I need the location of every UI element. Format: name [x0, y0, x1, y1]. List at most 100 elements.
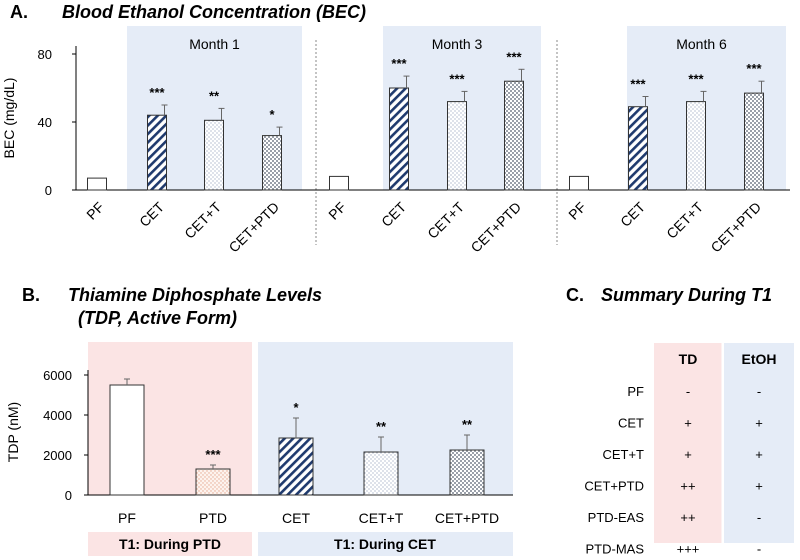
y-tick-label: 2000	[43, 448, 72, 463]
bar-month-6-cet-plus-ptd	[744, 92, 764, 191]
bar-cet-plus-t	[363, 451, 399, 496]
bar-month-6-cet	[628, 106, 648, 191]
y-tick-label: 6000	[43, 368, 72, 383]
etoh-value: -	[757, 510, 761, 525]
table-row-ptd-mas: PTD-MAS +++ -	[586, 542, 762, 557]
bar-month-6-pf	[569, 175, 589, 191]
column-header-td: TD	[679, 351, 698, 367]
bar-month-1-cet-plus-t	[204, 119, 224, 191]
y-tick-label: 80	[38, 47, 52, 62]
td-value: +	[684, 416, 692, 431]
x-tick-label-pf: PF	[83, 199, 107, 223]
x-tick-label-cet: CET	[378, 198, 409, 229]
bar-month-3-cet-plus-t	[447, 101, 467, 191]
y-tick-label: 4000	[43, 408, 72, 423]
x-tick-label-pf: PF	[118, 510, 136, 526]
etoh-column-band	[724, 343, 794, 543]
summary-table: TD EtOH PF - -CET + +CET+T + +CET+PTD ++ +PTD-EA…	[584, 343, 794, 557]
significance-label: *	[293, 400, 299, 415]
x-tick-label-cet-plus-ptd: CET+PTD	[225, 199, 282, 256]
td-value: -	[686, 384, 690, 399]
significance-label: **	[376, 419, 387, 434]
x-tick-label-ptd: PTD	[199, 510, 227, 526]
significance-label: *	[269, 107, 275, 122]
bar-month-6-cet-plus-t	[686, 101, 706, 191]
group-label-month-6: Month 6	[676, 36, 727, 52]
table-row-pf: PF - -	[627, 384, 761, 399]
x-tick-label-cet: CET	[617, 198, 648, 229]
table-row-ptd-eas: PTD-EAS ++ -	[588, 510, 762, 525]
footer-during-ptd: T1: During PTD	[119, 536, 221, 552]
x-tick-label-pf: PF	[325, 199, 349, 223]
bar-month-1-pf	[87, 177, 107, 191]
bar-ptd	[195, 468, 231, 496]
x-tick-label-cet: CET	[136, 198, 167, 229]
etoh-value: -	[757, 542, 761, 557]
significance-label: ***	[746, 61, 762, 76]
td-value: ++	[680, 510, 695, 525]
bar-pf	[109, 384, 145, 496]
significance-label: ***	[391, 56, 407, 71]
table-rows: PF - -CET + +CET+T + +CET+PTD ++ +PTD-EAS ++ -PTD-…	[584, 384, 762, 557]
significance-label: **	[462, 417, 473, 432]
row-label: PTD-EAS	[588, 510, 645, 525]
significance-label: ***	[149, 85, 165, 100]
column-header-etoh: EtOH	[742, 351, 777, 367]
table-row-cet-plus-t: CET+T + +	[602, 447, 762, 462]
row-label: CET+PTD	[584, 479, 644, 494]
x-tick-label-cet-plus-t: CET+T	[359, 510, 404, 526]
significance-label: ***	[449, 71, 465, 86]
row-label: CET	[618, 416, 644, 431]
bar-month-3-cet	[389, 87, 409, 191]
significance-label: ***	[506, 49, 522, 64]
x-tick-label-cet-plus-ptd: CET+PTD	[467, 199, 524, 256]
x-tick-label-cet-plus-t: CET+T	[424, 198, 467, 241]
y-tick-label: 0	[45, 183, 52, 198]
td-value: ++	[680, 479, 695, 494]
footer-ptd-band	[88, 532, 252, 556]
td-value: +	[684, 447, 692, 462]
table-row-cet: CET + +	[618, 416, 763, 431]
chart-tdp: 0 2000 4000 6000 TDP (nM) PF *** PTD * CET ** CET+T…	[5, 342, 513, 526]
x-tick-label-pf: PF	[565, 199, 589, 223]
bar-cet-plus-ptd	[449, 449, 485, 496]
bar-month-1-cet	[147, 114, 167, 191]
y-axis-label: BEC (mg/dL)	[1, 78, 17, 159]
panel-c-title: Summary During T1	[601, 285, 772, 305]
group-label-month-1: Month 1	[189, 36, 240, 52]
y-tick-label: 0	[65, 488, 72, 503]
chart-bec: 0 40 80 BEC (mg/dL) Month 1 PF *** CET ** CET+T * C…	[1, 26, 790, 256]
etoh-value: -	[757, 384, 761, 399]
x-tick-label-cet-plus-t: CET+T	[181, 198, 224, 241]
significance-label: ***	[688, 71, 704, 86]
etoh-value: +	[755, 447, 763, 462]
td-column-band	[654, 343, 722, 543]
row-label: CET+T	[602, 447, 644, 462]
etoh-value: +	[755, 416, 763, 431]
footer-cet-band	[258, 532, 513, 556]
y-tick-label: 40	[38, 115, 52, 130]
x-tick-label-cet-plus-ptd: CET+PTD	[435, 510, 499, 526]
etoh-value: +	[755, 479, 763, 494]
row-label: PF	[627, 384, 644, 399]
bar-month-1-cet-plus-ptd	[262, 135, 282, 191]
x-tick-label-cet-plus-ptd: CET+PTD	[707, 199, 764, 256]
panel-a-letter: A.	[10, 2, 28, 22]
x-tick-label-cet-plus-t: CET+T	[663, 198, 706, 241]
bar-month-3-pf	[329, 175, 349, 191]
panel-b-title-line1: Thiamine Diphosphate Levels	[68, 285, 322, 305]
td-value: +++	[677, 542, 700, 557]
bar-cet	[278, 437, 314, 496]
bar-month-3-cet-plus-ptd	[504, 80, 524, 191]
significance-label: **	[209, 88, 220, 103]
significance-label: ***	[205, 447, 221, 462]
panel-a-title: Blood Ethanol Concentration (BEC)	[62, 2, 366, 22]
x-tick-label-cet: CET	[282, 510, 310, 526]
table-row-cet-plus-ptd: CET+PTD ++ +	[584, 479, 762, 494]
panel-c-letter: C.	[566, 285, 584, 305]
y-axis-label: TDP (nM)	[5, 402, 21, 462]
footer-during-cet: T1: During CET	[334, 536, 436, 552]
panel-b-letter: B.	[22, 285, 40, 305]
